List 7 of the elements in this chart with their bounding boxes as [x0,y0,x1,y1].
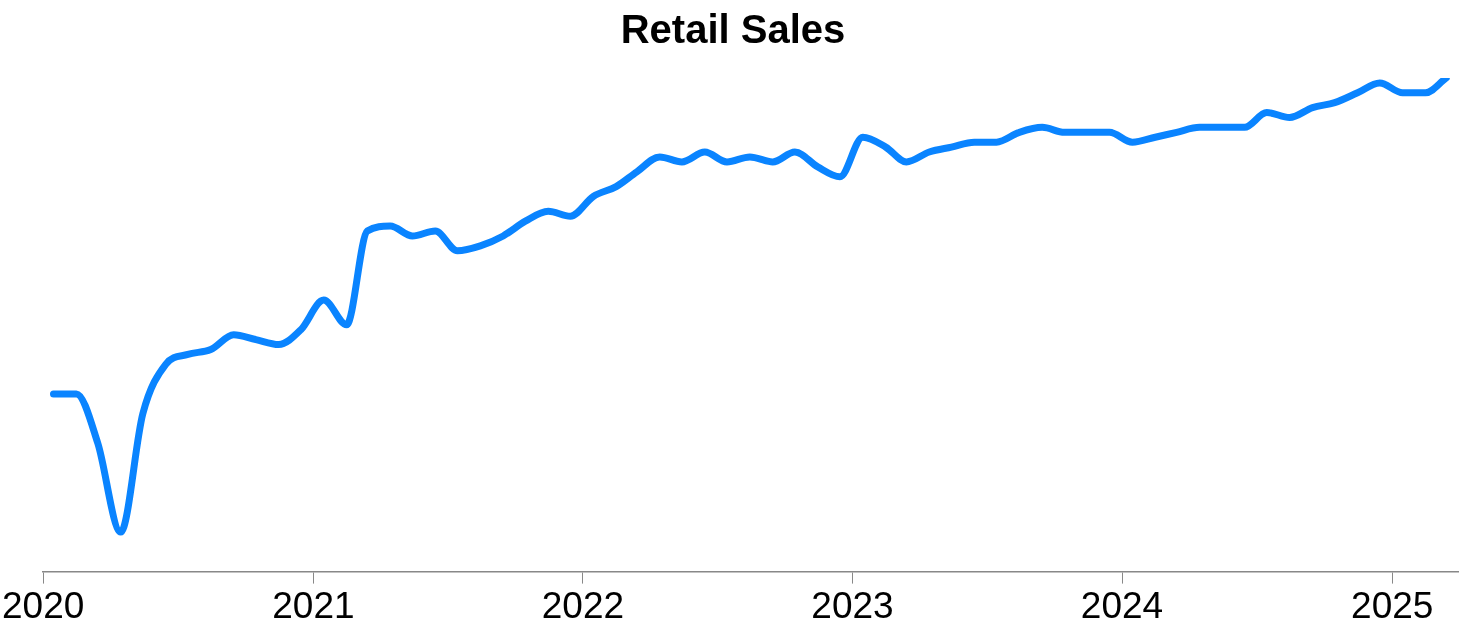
x-tick-label: 2020 [2,585,85,626]
chart-title: Retail Sales [620,7,846,52]
x-tick-label: 2021 [272,585,355,626]
x-tick-label: 2025 [1351,585,1434,626]
x-tick-label: 2024 [1080,585,1164,626]
x-tick-label: 2023 [811,585,894,626]
x-tick-label: 2022 [541,585,625,626]
